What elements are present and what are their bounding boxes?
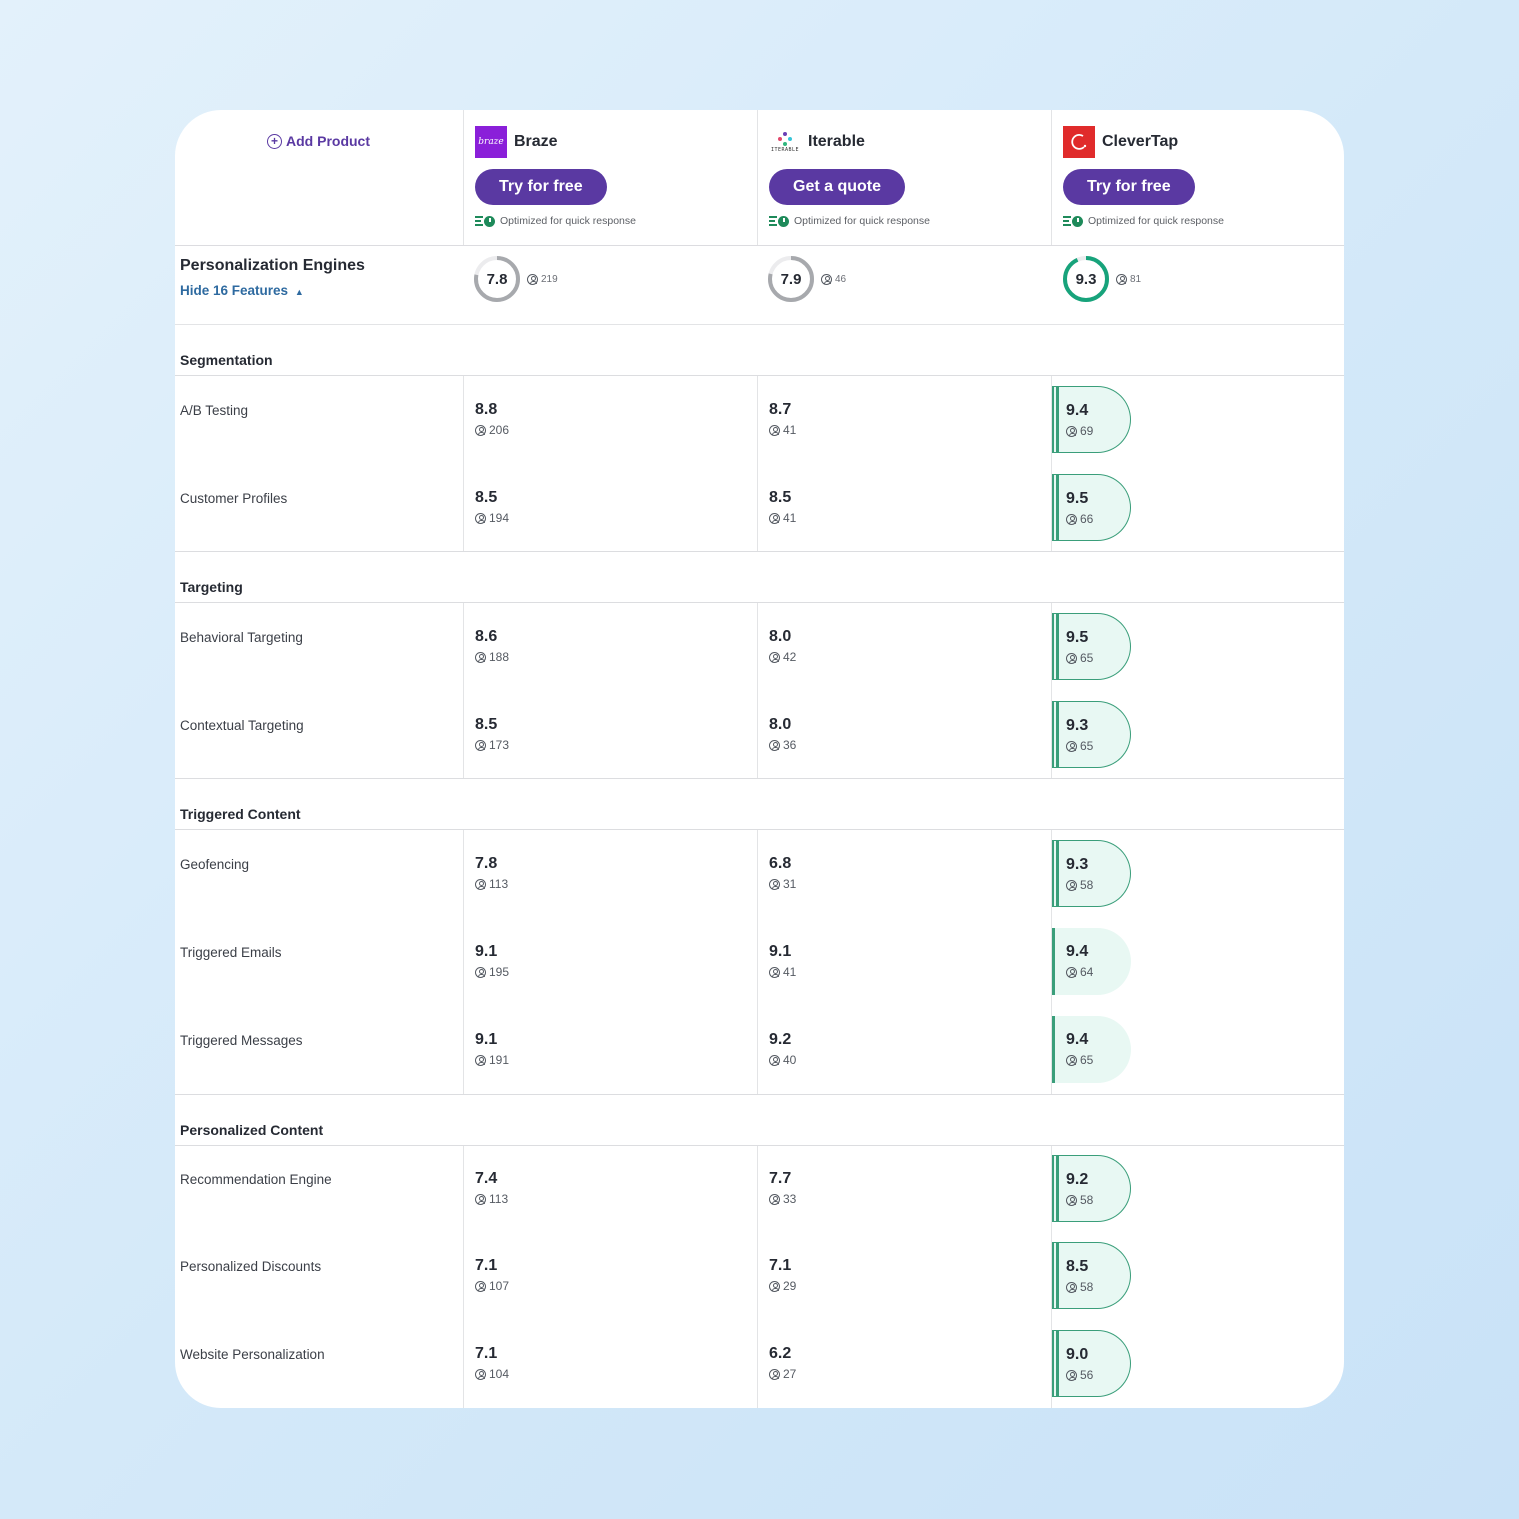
chevron-up-icon: ▲: [294, 287, 304, 297]
user-icon: [769, 651, 780, 663]
user-icon: [769, 1280, 780, 1292]
user-icon: [475, 739, 486, 751]
quick-response-badge: Optimized for quick response: [769, 215, 1049, 227]
clevertap-logo: [1063, 126, 1095, 158]
quick-response-icon: [475, 215, 495, 227]
user-icon: [1066, 1054, 1077, 1066]
try-for-free-button[interactable]: Try for free: [475, 169, 607, 205]
leader-highlight: 9.3 58: [1052, 840, 1131, 907]
section-header: Segmentation: [175, 325, 1344, 376]
try-for-free-button[interactable]: Try for free: [1063, 169, 1195, 205]
feature-row: Personalized Discounts 7.1 107 7.1 29 8.5 5…: [175, 1232, 1344, 1320]
section-divider: [175, 1094, 1344, 1095]
user-icon: [769, 1368, 780, 1380]
category-overview-row: Personalization Engines Hide 16 Features…: [175, 246, 1344, 325]
user-icon: [475, 878, 486, 890]
product-column-braze: braze Braze Try for free Optimized for q…: [475, 126, 755, 227]
leader-highlight: 9.0 56: [1052, 1330, 1131, 1397]
user-icon: [475, 651, 486, 663]
user-icon: [475, 1368, 486, 1380]
product-column-clevertap: CleverTap Try for free Optimized for qui…: [1063, 126, 1343, 227]
section-header: Triggered Content: [175, 779, 1344, 830]
product-header-row: + Add Product braze Braze Try for free O…: [175, 110, 1344, 246]
user-icon: [1066, 740, 1077, 752]
product-name[interactable]: Braze: [514, 133, 558, 150]
user-icon: [769, 512, 780, 524]
leader-highlight: 9.4 69: [1052, 386, 1131, 453]
user-icon: [769, 966, 780, 978]
product-name[interactable]: Iterable: [808, 133, 865, 150]
user-icon: [769, 878, 780, 890]
score-ring: 7.8: [473, 255, 521, 303]
overall-score-braze: 7.8 219: [473, 255, 558, 303]
column-divider: [1051, 110, 1052, 1408]
quick-response-icon: [769, 215, 789, 227]
user-icon: [769, 739, 780, 751]
score-ring: 7.9: [767, 255, 815, 303]
user-icon: [1066, 1369, 1077, 1381]
user-icon: [1066, 652, 1077, 664]
comparison-card: + Add Product braze Braze Try for free O…: [175, 110, 1344, 1408]
quick-response-icon: [1063, 215, 1083, 227]
overall-score-clevertap: 9.3 81: [1062, 255, 1141, 303]
braze-logo: braze: [475, 126, 507, 158]
user-icon: [1066, 879, 1077, 891]
user-icon: [475, 1193, 486, 1205]
user-icon: [475, 966, 486, 978]
column-divider: [463, 110, 464, 1408]
section-divider: [175, 551, 1344, 552]
user-icon: [1066, 966, 1077, 978]
feature-row: Triggered Messages 9.1 191 9.2 40 9.4 65: [175, 1006, 1344, 1094]
section-header: Personalized Content: [175, 1095, 1344, 1146]
plus-circle-icon: +: [267, 133, 282, 149]
feature-row: Triggered Emails 9.1 195 9.1 41 9.4 64: [175, 918, 1344, 1006]
user-icon: [1116, 273, 1127, 285]
get-a-quote-button[interactable]: Get a quote: [769, 169, 906, 205]
user-icon: [475, 1280, 486, 1292]
hide-features-toggle[interactable]: Hide 16 Features ▲: [180, 283, 304, 298]
leader-highlight: 9.4 65: [1052, 1016, 1131, 1083]
feature-row: Contextual Targeting 8.5 173 8.0 36 9.3 65: [175, 691, 1344, 779]
section-header: Targeting: [175, 552, 1344, 603]
leader-highlight: 8.5 58: [1052, 1242, 1131, 1309]
column-divider: [757, 110, 758, 1408]
leader-highlight: 9.2 58: [1052, 1155, 1131, 1222]
user-icon: [769, 1054, 780, 1066]
feature-row: Website Personalization 7.1 104 6.2 27 9.0…: [175, 1320, 1344, 1408]
leader-highlight: 9.4 64: [1052, 928, 1131, 995]
feature-row: Geofencing 7.8 113 6.8 31 9.3 58: [175, 830, 1344, 918]
user-icon: [475, 512, 486, 524]
feature-row: A/B Testing 8.8 206 8.7 41 9.4 69: [175, 376, 1344, 464]
product-name[interactable]: CleverTap: [1102, 133, 1179, 150]
user-icon: [769, 1193, 780, 1205]
leader-highlight: 9.3 65: [1052, 701, 1131, 768]
add-product-button[interactable]: + Add Product: [267, 133, 370, 149]
user-icon: [1066, 1281, 1077, 1293]
quick-response-badge: Optimized for quick response: [475, 215, 755, 227]
section-divider: [175, 778, 1344, 779]
user-icon: [475, 424, 486, 436]
product-column-iterable: ITERABLE Iterable Get a quote Optimized …: [769, 126, 1049, 227]
score-ring: 9.3: [1062, 255, 1110, 303]
category-title: Personalization Engines: [180, 257, 365, 274]
user-icon: [1066, 425, 1077, 437]
quick-response-badge: Optimized for quick response: [1063, 215, 1343, 227]
user-icon: [1066, 1194, 1077, 1206]
user-icon: [769, 424, 780, 436]
user-icon: [527, 273, 538, 285]
user-icon: [821, 273, 832, 285]
user-icon: [1066, 513, 1077, 525]
leader-highlight: 9.5 65: [1052, 613, 1131, 680]
feature-row: Recommendation Engine 7.4 113 7.7 33 9.2 58: [175, 1145, 1344, 1233]
user-icon: [475, 1054, 486, 1066]
overall-score-iterable: 7.9 46: [767, 255, 846, 303]
feature-row: Behavioral Targeting 8.6 188 8.0 42 9.5 65: [175, 603, 1344, 691]
iterable-logo: ITERABLE: [769, 126, 801, 158]
leader-highlight: 9.5 66: [1052, 474, 1131, 541]
feature-row: Customer Profiles 8.5 194 8.5 41 9.5 66: [175, 464, 1344, 552]
